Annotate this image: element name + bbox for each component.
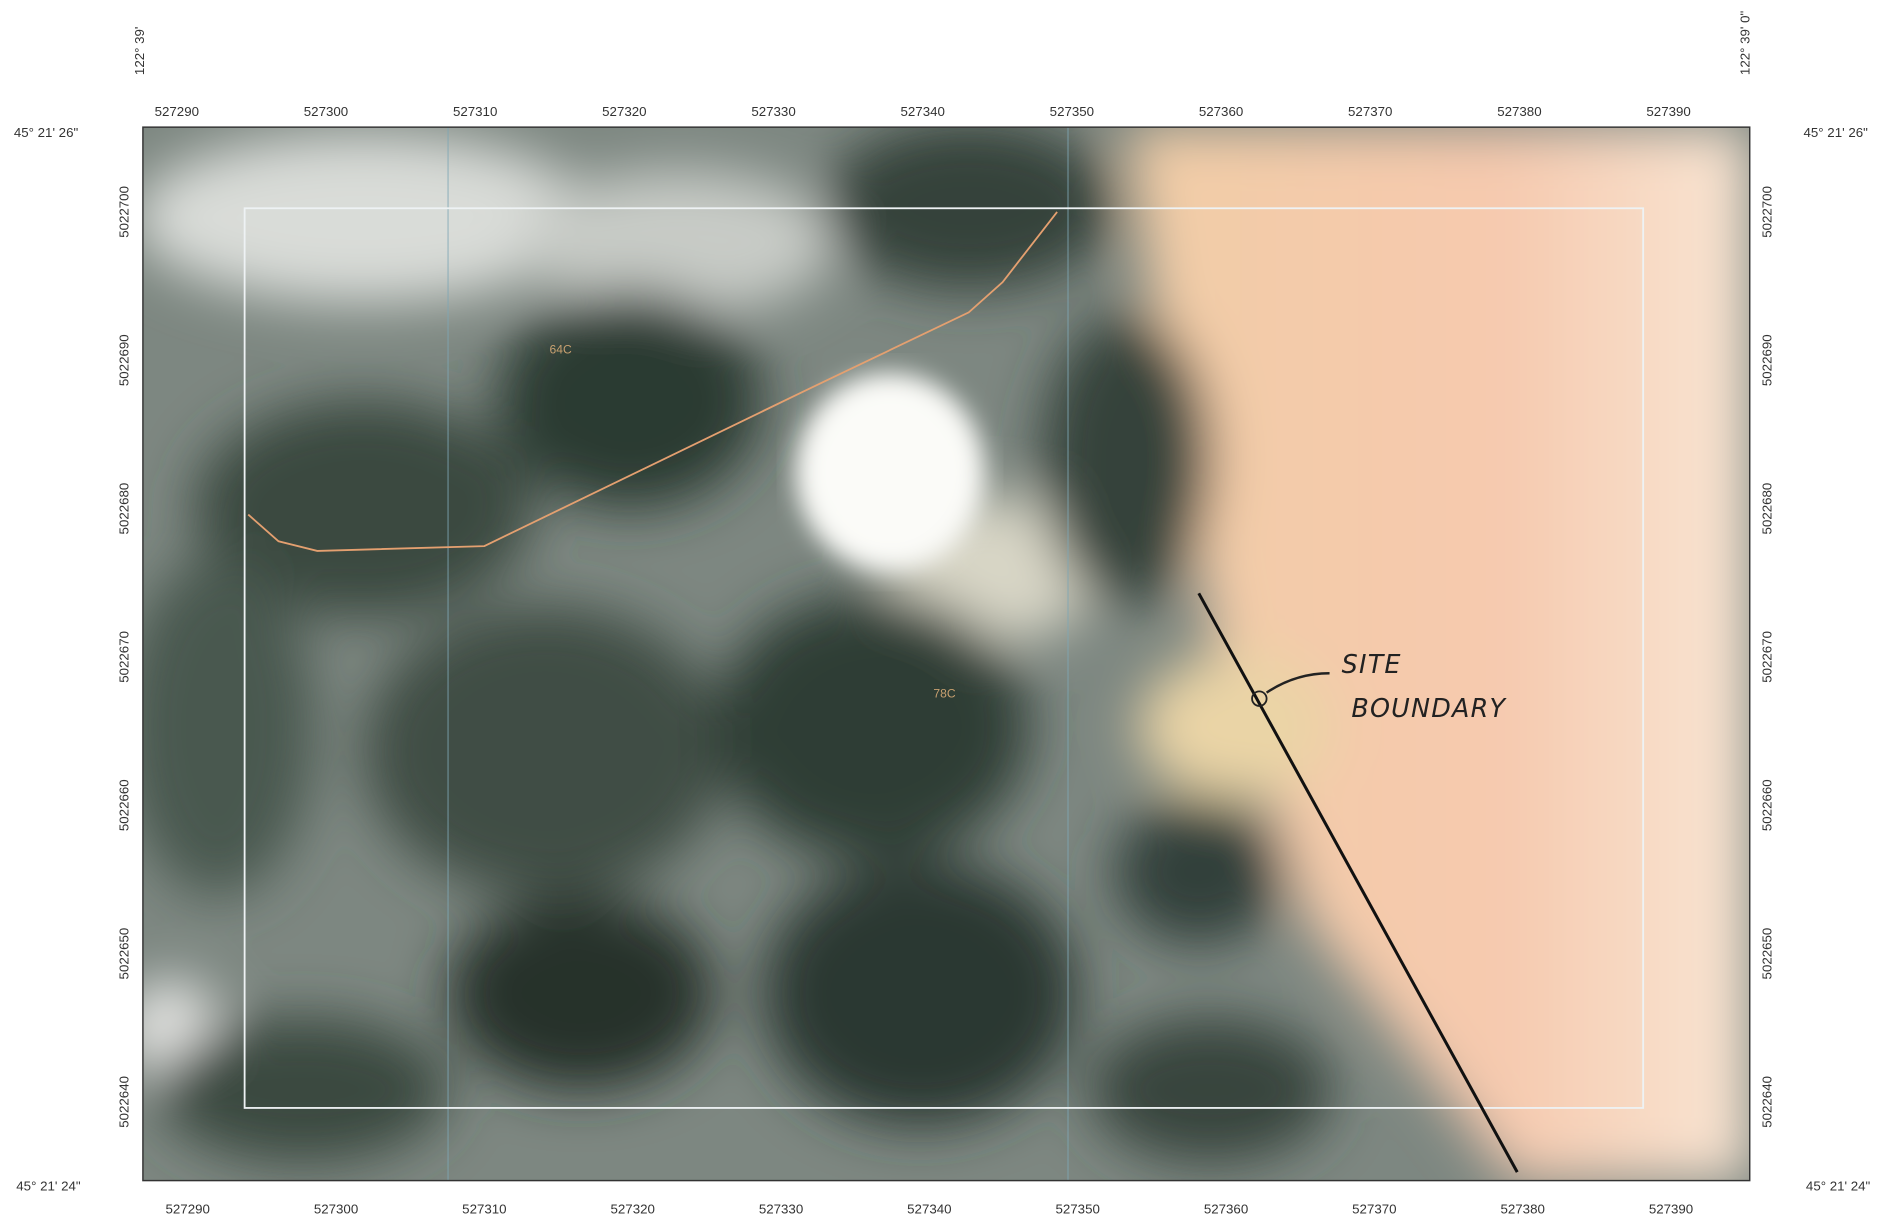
northing-label: 5022670: [116, 631, 131, 683]
easting-label: 527300: [304, 104, 348, 119]
corner-label: 122° 39' 0": [1738, 10, 1753, 75]
corner-label: 45° 21' 24": [16, 1178, 81, 1193]
easting-label: 527370: [1352, 1201, 1396, 1216]
northing-label: 5022650: [1760, 928, 1775, 980]
northing-label: 5022650: [116, 928, 131, 980]
easting-label: 527390: [1649, 1201, 1693, 1216]
easting-label: 527330: [751, 104, 795, 119]
easting-label: 527300: [314, 1201, 358, 1216]
northing-label: 5022640: [1760, 1076, 1775, 1128]
northing-label: 5022690: [116, 334, 131, 386]
map-unit: 64C: [550, 343, 572, 357]
easting-label: 527360: [1199, 104, 1243, 119]
corner-label: 122° 39': [132, 27, 147, 76]
easting-label: 527380: [1501, 1201, 1545, 1216]
easting-label: 527290: [166, 1201, 210, 1216]
easting-label: 527350: [1050, 104, 1094, 119]
northing-label: 5022660: [1760, 779, 1775, 831]
corner-label: 45° 21' 24": [1806, 1178, 1871, 1193]
aerial-image: [121, 121, 1750, 1181]
map-sheet: 64C 78C SITE BOUNDARY 45° 21' 26" 45° 21…: [0, 0, 1889, 1226]
northing-label: 5022680: [1760, 483, 1775, 535]
easting-label: 527340: [907, 1201, 951, 1216]
northing-label: 5022700: [1760, 186, 1775, 238]
northing-label: 5022680: [116, 483, 131, 535]
easting-label: 527390: [1646, 104, 1690, 119]
corner-label: 45° 21' 26": [14, 125, 79, 140]
northing-label: 5022690: [1760, 334, 1775, 386]
easting-label: 527330: [759, 1201, 803, 1216]
corner-label: 45° 21' 26": [1804, 125, 1869, 140]
map-unit: 78C: [933, 686, 955, 700]
annotation-text: BOUNDARY: [1351, 693, 1507, 723]
easting-label: 527290: [155, 104, 199, 119]
annotation-text: SITE: [1342, 649, 1402, 679]
northing-label: 5022660: [116, 779, 131, 831]
easting-label: 527310: [462, 1201, 506, 1216]
easting-label: 527320: [611, 1201, 655, 1216]
northing-label: 5022670: [1760, 631, 1775, 683]
northing-label: 5022640: [116, 1076, 131, 1128]
easting-label: 527310: [453, 104, 497, 119]
easting-label: 527370: [1348, 104, 1392, 119]
northing-label: 5022700: [116, 186, 131, 238]
easting-label: 527340: [901, 104, 945, 119]
easting-label: 527360: [1204, 1201, 1248, 1216]
easting-label: 527380: [1497, 104, 1541, 119]
easting-label: 527320: [602, 104, 646, 119]
easting-label: 527350: [1056, 1201, 1100, 1216]
